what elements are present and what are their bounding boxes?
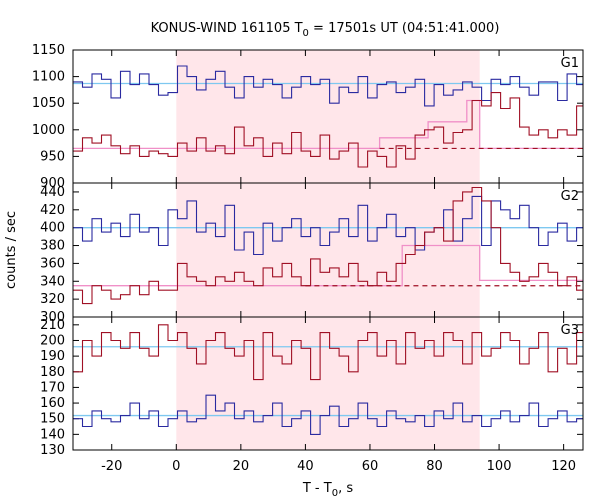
panel-g3-ytick-label: 170: [40, 380, 65, 395]
panel-g3-frame: [72, 316, 584, 451]
xtick-label: 80: [426, 459, 443, 474]
xtick-label: 20: [233, 459, 250, 474]
panel-g3-ytick-label: 200: [40, 333, 65, 348]
panel-g1-label: G1: [561, 56, 579, 71]
panel-g1-ytick-label: 900: [40, 176, 65, 191]
panel-g3-ytick-label: 180: [40, 365, 65, 380]
frame-layer: [72, 49, 584, 451]
panel-g2-highlight-interval: [176, 183, 480, 317]
x-axis-label-suffix: , s: [338, 481, 353, 496]
panel-g3-ytick-label: 130: [40, 443, 65, 458]
panel-g2-ytick-label: 440: [40, 185, 65, 200]
chart-title-subscript: 0: [303, 28, 309, 39]
panel-g3-upper-series: [73, 324, 583, 381]
highlight-layer: [176, 50, 480, 450]
panel-g2-ytick-label: 400: [40, 221, 65, 236]
panel-g3-ytick-label: 140: [40, 427, 65, 442]
chart-title: KONUS-WIND 161105 T0 = 17501s UT (04:51:…: [151, 21, 500, 39]
panel-g1-ytick-label: 1050: [32, 96, 65, 111]
x-axis-label-prefix: T - T: [302, 481, 332, 496]
panel-g1-ytick-label: 1150: [32, 43, 65, 58]
panel-g2-ytick-label: 380: [40, 239, 65, 254]
xtick-label: -20: [101, 459, 122, 474]
xtick-label: 100: [487, 459, 512, 474]
panel-g1-ytick-label: 950: [40, 149, 65, 164]
chart-title-suffix: = 17501s UT (04:51:41.000): [309, 21, 499, 36]
panel-g2-lower-fit-line: [73, 244, 583, 287]
x-axis-label: T - T0, s: [302, 481, 353, 499]
panel-g3-ytick-label: 160: [40, 396, 65, 411]
chart-title-prefix: KONUS-WIND 161105 T: [151, 21, 303, 36]
panel-g2-ytick-label: 300: [40, 310, 65, 325]
xtick-label: 40: [297, 459, 314, 474]
xtick-label: 60: [362, 459, 379, 474]
panel-g3-label: G3: [561, 323, 579, 338]
panel-g2-ytick-label: 320: [40, 292, 65, 307]
panel-g1-ytick-label: 1100: [32, 70, 65, 85]
labels-layer: 9009501000105011001150G13003203403603804…: [4, 21, 579, 499]
panel-g1-upper-series: [73, 65, 583, 107]
xtick-label: 0: [172, 459, 180, 474]
panel-g1-lower-series: [73, 92, 583, 168]
panel-g1-highlight-interval: [176, 50, 480, 183]
panel-g2-upper-series: [73, 195, 583, 256]
x-axis-label-subscript: 0: [332, 488, 338, 499]
panel-g1-ytick-label: 1000: [32, 123, 65, 138]
panel-g3-ytick-label: 150: [40, 412, 65, 427]
panel-g1-lower-fit-line: [73, 99, 583, 150]
xtick-label: 120: [551, 459, 576, 474]
series-layer: [73, 65, 583, 435]
panel-g3-ytick-label: 210: [40, 318, 65, 333]
panel-g3-lower-series: [73, 394, 583, 435]
panel-g2-lower-series: [73, 186, 583, 305]
y-axis-label: counts / sec: [4, 211, 19, 289]
panel-g2-ytick-label: 340: [40, 274, 65, 289]
panel-g2-ytick-label: 360: [40, 256, 65, 271]
panel-g3-highlight-interval: [176, 317, 480, 450]
panel-g2-label: G2: [561, 189, 579, 204]
panel-g2-ytick-label: 420: [40, 203, 65, 218]
panel-g3-ytick-label: 190: [40, 349, 65, 364]
